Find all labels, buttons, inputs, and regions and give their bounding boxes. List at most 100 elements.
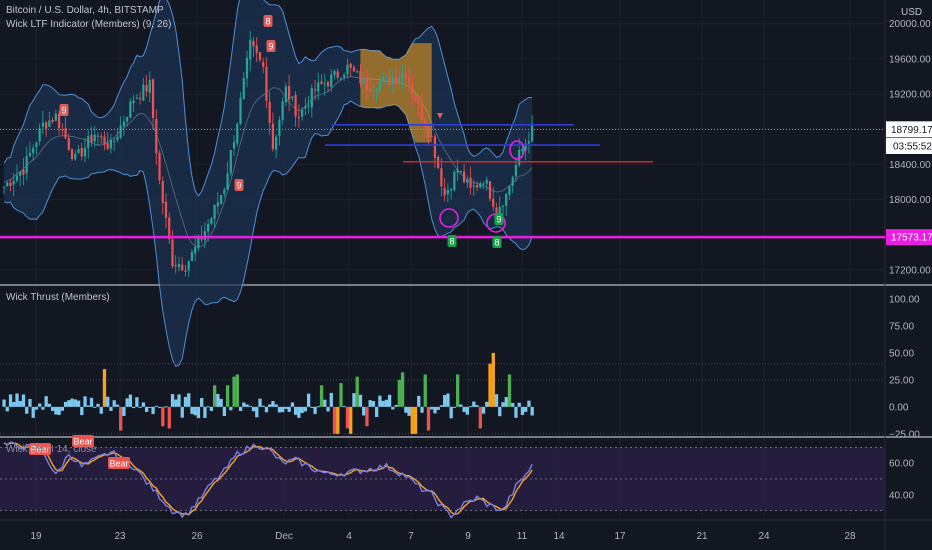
candle-body-147 bbox=[479, 182, 482, 188]
thrust-bar-49 bbox=[161, 406, 165, 427]
thrust-bar-110 bbox=[358, 394, 363, 407]
candle-body-12 bbox=[41, 122, 44, 127]
candle-body-157 bbox=[511, 177, 514, 186]
thrust-bar-91 bbox=[297, 406, 301, 418]
candle-body-36 bbox=[119, 125, 122, 138]
thrust-bar-154 bbox=[501, 402, 505, 407]
thrust-bar-8 bbox=[28, 398, 32, 407]
candle-body-11 bbox=[38, 128, 41, 142]
candle-body-28 bbox=[93, 134, 96, 142]
thrust-bar-58 bbox=[190, 406, 194, 414]
srsi-tick-1: 40.00 bbox=[889, 490, 914, 501]
thrust-bar-95 bbox=[310, 406, 314, 408]
candle-body-1 bbox=[6, 182, 9, 186]
candle-body-155 bbox=[505, 193, 508, 206]
bollinger-lower bbox=[3, 100, 533, 367]
thrust-bar-41 bbox=[135, 397, 139, 407]
candle-body-143 bbox=[466, 179, 469, 183]
candle-body-131 bbox=[427, 126, 430, 138]
thrust-bar-131 bbox=[426, 406, 431, 431]
time-label-9: 17 bbox=[614, 531, 626, 542]
candle-body-95 bbox=[310, 88, 313, 108]
thrust-bar-120 bbox=[391, 406, 395, 410]
thrust-bar-109 bbox=[355, 376, 359, 407]
candle-body-63 bbox=[207, 223, 210, 232]
candle-body-149 bbox=[485, 179, 488, 184]
candle-body-8 bbox=[28, 152, 32, 157]
thrust-bar-158 bbox=[514, 406, 518, 418]
candle-body-62 bbox=[203, 231, 206, 241]
price-tick-2: 19200.00 bbox=[889, 90, 931, 101]
thrust-bar-132 bbox=[430, 406, 434, 410]
thrust-bar-99 bbox=[323, 399, 327, 407]
candle-body-137 bbox=[446, 189, 449, 195]
candle-body-43 bbox=[142, 84, 145, 101]
thrust-bar-128 bbox=[417, 395, 421, 407]
candle-body-67 bbox=[219, 194, 223, 205]
thrust-bar-121 bbox=[394, 405, 398, 407]
thrust-tick-3: 25.00 bbox=[889, 375, 914, 386]
candle-body-59 bbox=[194, 246, 197, 254]
thrust-bar-156 bbox=[507, 374, 512, 407]
count-marker-text-5: 8 bbox=[494, 238, 499, 248]
candle-body-108 bbox=[352, 67, 356, 72]
candle-body-120 bbox=[391, 78, 394, 85]
thrust-bar-140 bbox=[456, 374, 460, 407]
thrust-tick-4: 0.00 bbox=[889, 402, 909, 413]
thrust-bar-29 bbox=[96, 403, 100, 407]
thrust-bar-90 bbox=[294, 406, 298, 415]
thrust-bar-36 bbox=[119, 406, 123, 431]
candle-body-125 bbox=[407, 77, 411, 83]
candle-body-29 bbox=[96, 135, 100, 137]
candle-body-122 bbox=[398, 78, 401, 82]
price-tick-5: 18000.00 bbox=[889, 195, 931, 206]
thrust-bar-161 bbox=[524, 406, 528, 412]
candle-body-71 bbox=[232, 142, 236, 149]
candle-body-128 bbox=[417, 102, 420, 104]
count-marker-text-3: 9 bbox=[236, 181, 241, 191]
thrust-bar-15 bbox=[51, 406, 55, 411]
thrust-bar-129 bbox=[420, 406, 424, 413]
thrust-bar-1 bbox=[5, 406, 9, 412]
count-marker-text-0: 9 bbox=[61, 106, 66, 116]
thrust-bar-115 bbox=[375, 406, 379, 417]
thrust-tick-5: −25.00 bbox=[889, 429, 920, 440]
last-price-tag: 18799.17 bbox=[891, 125, 932, 136]
candle-body-138 bbox=[450, 188, 453, 191]
candle-body-83 bbox=[271, 123, 275, 149]
thrust-bar-6 bbox=[21, 394, 26, 407]
price-tick-1: 19600.00 bbox=[889, 54, 931, 65]
candle-body-22 bbox=[74, 153, 77, 160]
thrust-bars bbox=[2, 352, 534, 434]
candle-body-74 bbox=[242, 78, 245, 99]
thrust-bar-162 bbox=[527, 400, 531, 407]
thrust-bar-72 bbox=[235, 374, 239, 407]
candle-body-98 bbox=[320, 81, 323, 85]
level-tag: 17573.17 bbox=[891, 233, 932, 244]
candle-body-33 bbox=[109, 140, 113, 149]
candle-body-100 bbox=[326, 81, 330, 87]
candle-body-52 bbox=[171, 239, 174, 267]
candle-body-20 bbox=[67, 138, 70, 150]
last-price-tag-bg bbox=[886, 121, 932, 138]
thrust-bar-125 bbox=[407, 406, 411, 416]
candle-body-85 bbox=[278, 119, 281, 136]
candle-body-73 bbox=[239, 98, 242, 125]
thrust-bar-54 bbox=[177, 394, 181, 407]
candle-body-150 bbox=[488, 181, 492, 199]
candle-body-109 bbox=[356, 71, 359, 73]
thrust-bar-23 bbox=[76, 400, 81, 407]
thrust-bar-141 bbox=[459, 404, 463, 407]
candle-body-87 bbox=[284, 86, 287, 103]
thrust-bar-143 bbox=[465, 406, 470, 415]
thrust-bar-46 bbox=[151, 406, 155, 415]
candle-body-119 bbox=[388, 77, 391, 85]
thrust-bar-21 bbox=[70, 398, 74, 407]
thrust-bar-14 bbox=[47, 403, 52, 407]
count-marker-2 bbox=[266, 40, 276, 52]
thrust-bar-147 bbox=[478, 406, 482, 429]
bear-label-2: Bear bbox=[109, 459, 128, 469]
candle-body-47 bbox=[155, 118, 158, 154]
candle-body-66 bbox=[216, 202, 219, 207]
